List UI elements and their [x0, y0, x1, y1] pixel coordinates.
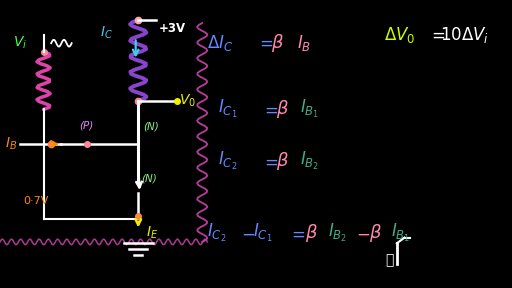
Text: $10\Delta V_i$: $10\Delta V_i$: [440, 24, 489, 45]
Text: $I_{C_2}$: $I_{C_2}$: [207, 222, 227, 244]
Text: $I_B$: $I_B$: [5, 136, 17, 152]
Text: $I_{B_2}$: $I_{B_2}$: [328, 222, 347, 244]
Text: 0·7V: 0·7V: [23, 196, 49, 206]
Text: $\beta$: $\beta$: [369, 222, 381, 244]
Text: (N): (N): [141, 173, 157, 183]
Text: $-$: $-$: [241, 224, 255, 242]
Text: (N): (N): [143, 122, 159, 132]
Text: $I_B$: $I_B$: [297, 33, 311, 53]
Text: $\beta$: $\beta$: [305, 222, 317, 244]
Text: $I_E$: $I_E$: [146, 225, 158, 241]
Text: $V_0$: $V_0$: [179, 93, 196, 109]
Text: $=$: $=$: [261, 101, 279, 118]
Text: $\beta$: $\beta$: [271, 32, 284, 54]
Text: $=$: $=$: [428, 26, 445, 43]
Text: +3V: +3V: [159, 22, 186, 35]
Text: $I_{C_2}$: $I_{C_2}$: [218, 150, 237, 172]
Text: $I_{B_1}$: $I_{B_1}$: [391, 222, 410, 244]
Text: $\Delta V_0$: $\Delta V_0$: [384, 24, 415, 45]
Text: $=$: $=$: [261, 152, 279, 170]
Text: $I_{B_1}$: $I_{B_1}$: [300, 98, 319, 120]
Text: $I_{C_1}$: $I_{C_1}$: [253, 222, 273, 244]
Text: $\beta$: $\beta$: [276, 150, 289, 172]
Text: (P): (P): [79, 120, 94, 130]
Text: $I_{B_2}$: $I_{B_2}$: [300, 150, 318, 172]
Text: $I_{C_1}$: $I_{C_1}$: [218, 98, 237, 120]
Text: 🖱: 🖱: [385, 254, 393, 268]
Text: $\Delta I_C$: $\Delta I_C$: [207, 33, 233, 53]
Text: $=$: $=$: [256, 34, 273, 52]
Text: $I_C$: $I_C$: [100, 25, 113, 41]
Text: $\beta$: $\beta$: [276, 98, 289, 120]
Text: $V_i$: $V_i$: [13, 35, 27, 51]
Text: $=$: $=$: [288, 224, 306, 242]
Text: $-$: $-$: [356, 224, 370, 242]
